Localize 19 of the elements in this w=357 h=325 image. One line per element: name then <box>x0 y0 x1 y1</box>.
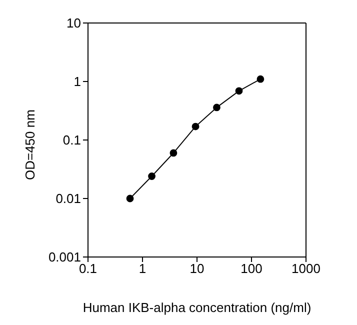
point <box>148 172 156 180</box>
x-tick-label: 10 <box>190 261 204 276</box>
y-tick-label: 0.1 <box>62 132 81 148</box>
point <box>126 194 134 202</box>
x-tick-label: 0.1 <box>78 261 98 276</box>
x-tick-label: 1000 <box>292 261 320 276</box>
point <box>170 149 178 157</box>
y-tick-label: 10 <box>66 16 81 31</box>
y-axis-title: OD=450 nm <box>22 110 38 180</box>
y-tick-label: 0.001 <box>48 250 81 265</box>
point <box>235 87 243 95</box>
x-tick-label: 1 <box>138 261 146 276</box>
x-tick-label: 100 <box>240 261 262 276</box>
point <box>213 104 220 112</box>
x-axis-title: Human IKB-alpha concentration (ng/ml) <box>82 300 312 316</box>
y-tick-label: 1 <box>74 74 81 90</box>
y-tick-label: 0.01 <box>56 191 81 206</box>
point <box>256 75 264 83</box>
point <box>192 122 200 130</box>
